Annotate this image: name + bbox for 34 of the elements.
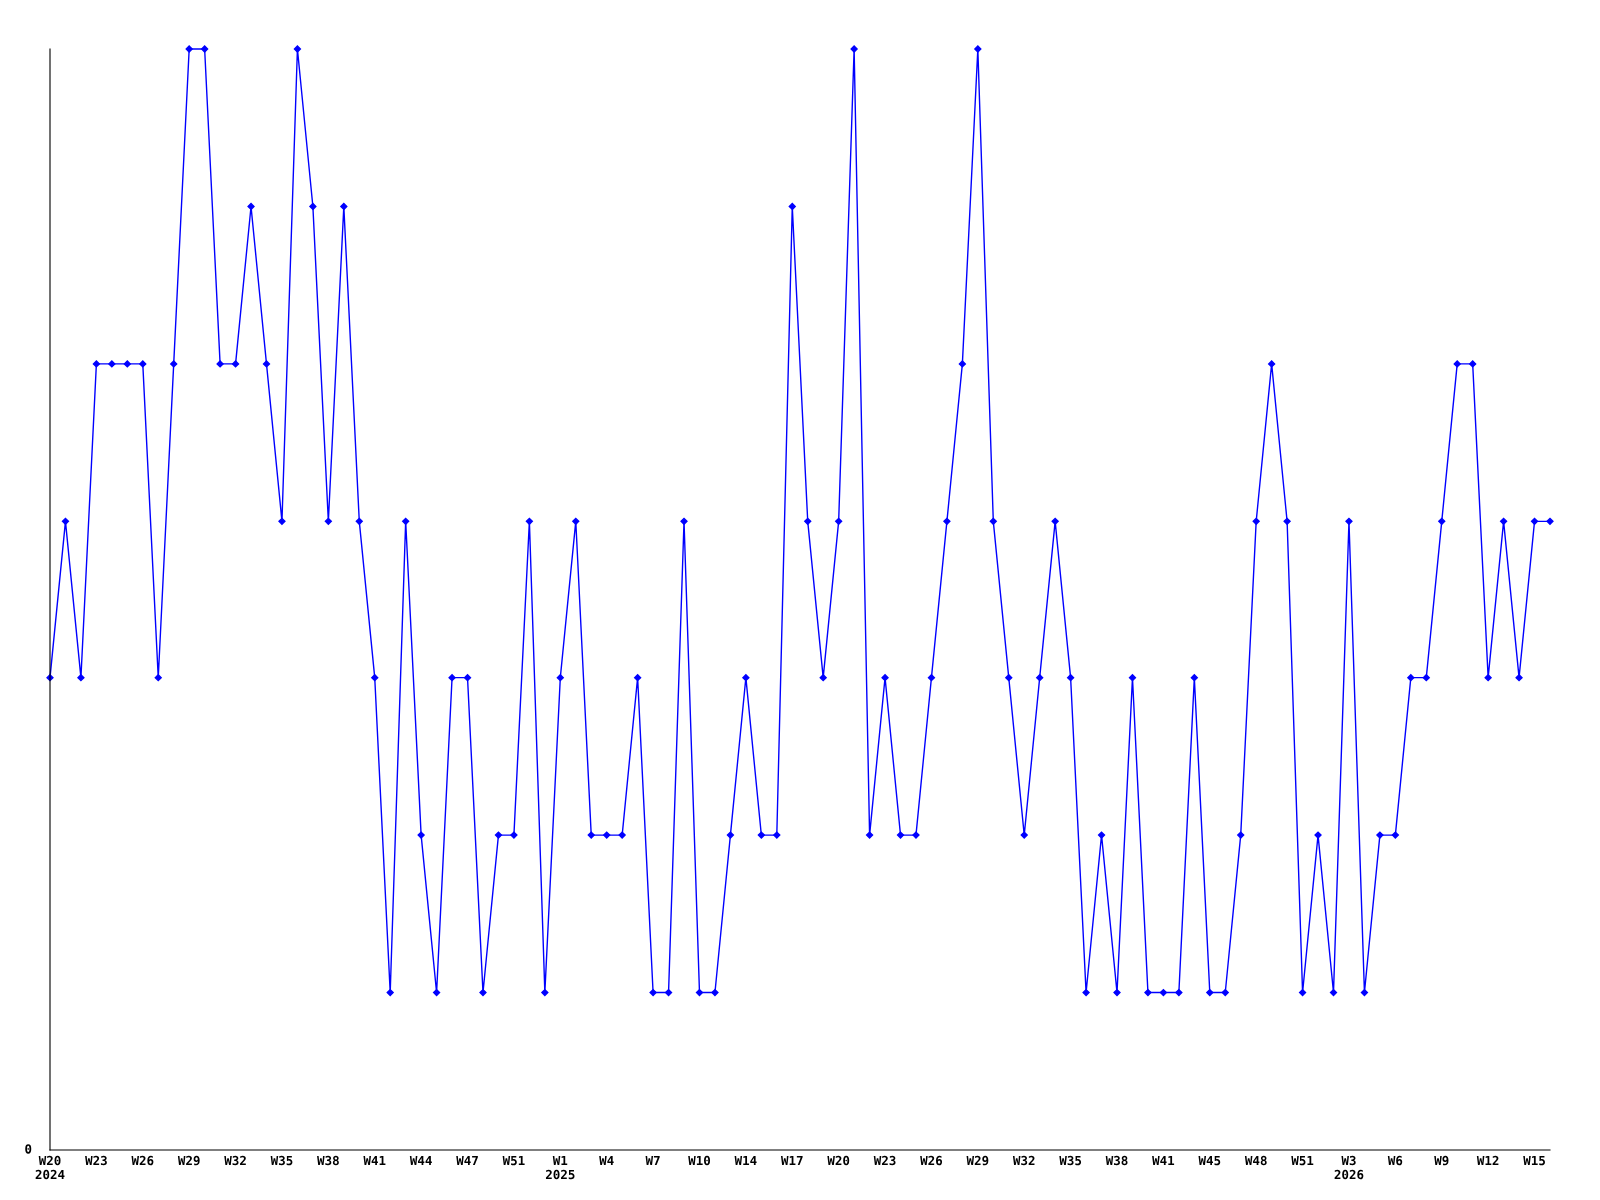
x-tick-label: W14	[734, 1155, 757, 1166]
x-tick-label: W32	[224, 1155, 246, 1166]
x-tick-label: W12	[1476, 1155, 1499, 1166]
x-tick-label: W10	[688, 1155, 711, 1166]
x-tick-label: W38	[317, 1155, 339, 1166]
x-tick-label: W44	[409, 1155, 432, 1166]
x-tick-label: W1 2025	[545, 1155, 575, 1180]
x-tick-label: W29	[966, 1155, 989, 1166]
x-tick-label: W35	[270, 1155, 293, 1166]
x-tick-label: W29	[177, 1155, 200, 1166]
x-tick-label: W48	[1244, 1155, 1267, 1166]
x-tick-label: W9	[1434, 1155, 1449, 1166]
x-tick-label: W35	[1059, 1155, 1082, 1166]
x-tick-label: W45	[1198, 1155, 1221, 1166]
x-tick-label: W4	[599, 1155, 614, 1166]
x-tick-label: W6	[1387, 1155, 1403, 1166]
x-tick-label: W47	[456, 1155, 478, 1166]
x-tick-label: W17	[780, 1155, 803, 1166]
x-tick-label: W20 2024	[35, 1155, 65, 1180]
x-tick-label: W26	[131, 1155, 154, 1166]
x-tick-label: W51	[502, 1155, 525, 1166]
x-tick-label: W32	[1012, 1155, 1035, 1166]
x-tick-label: W26	[920, 1155, 943, 1166]
x-tick-label: W23	[873, 1155, 896, 1166]
x-tick-label: W20	[827, 1155, 850, 1166]
x-tick-label: W38	[1105, 1155, 1128, 1166]
x-tick-label: W15	[1523, 1155, 1545, 1166]
x-tick-label: W7	[645, 1155, 660, 1166]
text: 0	[25, 1144, 32, 1154]
x-tick-label: W3 2026	[1334, 1155, 1364, 1180]
x-tick-label: W23	[85, 1155, 107, 1166]
x-tick-label: W41	[1152, 1155, 1175, 1166]
x-tick-label: W41	[363, 1155, 386, 1166]
x-tick-label: W51	[1291, 1155, 1314, 1166]
